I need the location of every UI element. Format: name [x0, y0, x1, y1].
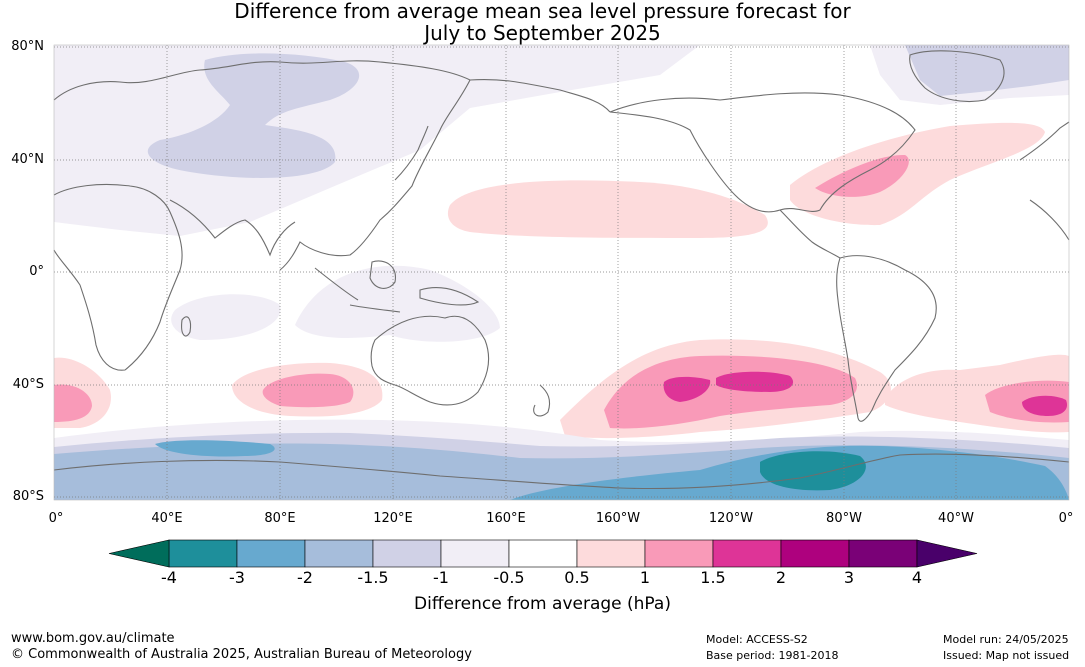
coast-arabia-india [169, 199, 296, 257]
coast-borneo [369, 260, 396, 289]
lon-label-40e: 40°E [151, 511, 183, 526]
colorbar-segment-11 [848, 539, 918, 568]
coast-eurasia-north [53, 60, 611, 113]
colorbar-segment-5 [440, 539, 510, 568]
anomaly-neg-0p5-north [54, 45, 700, 236]
anomaly-pos-1p5-south-pacific-b [716, 371, 794, 392]
colorbar-tick-neg2: -2 [297, 568, 313, 587]
colorbar-segment-2 [236, 539, 306, 568]
colorbar-tick-1p5: 1.5 [700, 568, 726, 587]
map-title-line-1: Difference from average mean sea level p… [234, 0, 851, 23]
coast-new-zealand [533, 384, 551, 417]
colorbar-tick-1: 1 [639, 568, 651, 587]
colorbar-tick-0p5: 0.5 [564, 568, 590, 587]
colorbar-segment-9 [712, 539, 782, 568]
colorbar-tick-neg4: -4 [161, 568, 177, 587]
lat-label-40s: 40°S [12, 377, 44, 392]
anomaly-neg-0p5-maritime [295, 265, 500, 342]
coast-japan [394, 125, 429, 181]
colorbar-extend-low [108, 539, 170, 568]
anomaly-pos-1-south-indian [262, 373, 354, 408]
footer-copyright: © Commonwealth of Australia 2025, Austra… [11, 647, 472, 662]
anomaly-neg-1-arctic-east [905, 45, 1069, 96]
coast-asia-east [279, 79, 471, 271]
coast-sumatra [314, 267, 359, 301]
graticule [54, 45, 1069, 500]
anomaly-pos-1-sw-indian [54, 384, 92, 422]
lat-label-80s: 80°S [12, 489, 44, 504]
anomaly-pos-0p5-north-atlantic [790, 122, 1045, 226]
coast-greenland [909, 50, 1005, 103]
colorbar-tick-neg1p5: -1.5 [357, 568, 389, 587]
footer-issued: Issued: Map not issued [943, 649, 1070, 662]
colorbar-tick-3: 3 [843, 568, 855, 587]
coast-europe-west [1019, 121, 1070, 161]
footer-model: Model: ACCESS-S2 [706, 633, 808, 646]
map-title-line-2: July to September 2025 [424, 21, 661, 45]
colorbar-tick-2: 2 [775, 568, 787, 587]
colorbar-tick-neg0p5: -0.5 [493, 568, 525, 587]
lon-label-0-west: 0° [48, 511, 64, 526]
anomaly-neg-3-amundsen-sea [760, 451, 866, 491]
lon-label-160e: 160°E [486, 511, 526, 526]
map-frame [53, 44, 1070, 501]
colorbar-segment-3 [304, 539, 374, 568]
colorbar-segment-8 [644, 539, 714, 568]
anomaly-pos-1-north-atlantic [815, 154, 909, 197]
colorbar-tick-neg3: -3 [229, 568, 245, 587]
footer-url: www.bom.gov.au/climate [11, 631, 175, 646]
footer-model-run: Model run: 24/05/2025 [943, 633, 1069, 646]
anomaly-neg-0p5-indian-ocean [171, 294, 281, 340]
lon-label-40w: 40°W [938, 511, 974, 526]
lon-label-80w: 80°W [826, 511, 862, 526]
footer-base-period: Base period: 1981-2018 [706, 649, 839, 662]
coast-australia [370, 315, 490, 406]
anomaly-pos-1p5-south-pacific-a [663, 376, 711, 402]
anomaly-neg-2-south-indian [155, 440, 275, 457]
colorbar-segment-10 [780, 539, 850, 568]
coast-new-guinea [419, 287, 480, 306]
colorbar-segment-1 [168, 539, 238, 568]
coast-africa [53, 183, 183, 371]
colorbar-segment-4 [372, 539, 442, 568]
coast-madagascar [181, 316, 192, 337]
coast-java [349, 304, 401, 313]
anomaly-pos-1-south-pacific [604, 355, 858, 429]
anomaly-pos-0p5-north-pacific [447, 180, 768, 238]
anomaly-neg-1-asia [147, 53, 360, 178]
lat-label-80n: 80°N [11, 39, 44, 54]
coast-antarctica [53, 453, 1070, 490]
colorbar-extend-high [916, 539, 978, 568]
lon-label-0-east: 0° [1058, 511, 1074, 526]
coast-south-america [836, 255, 937, 422]
coastlines [53, 50, 1070, 490]
coast-north-america [609, 92, 916, 213]
coast-central-america [779, 209, 841, 259]
anomaly-pos-1p5-south-atlantic [1022, 395, 1068, 416]
lon-label-160w: 160°W [595, 511, 641, 526]
anomaly-fields [54, 45, 1069, 500]
colorbar-title: Difference from average (hPa) [414, 594, 671, 614]
coast-africa-west [1029, 199, 1070, 241]
colorbar-tick-neg1: -1 [433, 568, 449, 587]
lat-label-40n: 40°N [11, 152, 44, 167]
lon-label-120w: 120°W [708, 511, 754, 526]
colorbar-segment-6 [508, 539, 578, 568]
colorbar-segment-7 [576, 539, 646, 568]
colorbar-tick-4: 4 [911, 568, 923, 587]
colorbar [108, 539, 978, 568]
lon-label-120e: 120°E [373, 511, 413, 526]
lon-label-80e: 80°E [264, 511, 296, 526]
lat-label-0: 0° [29, 264, 44, 279]
